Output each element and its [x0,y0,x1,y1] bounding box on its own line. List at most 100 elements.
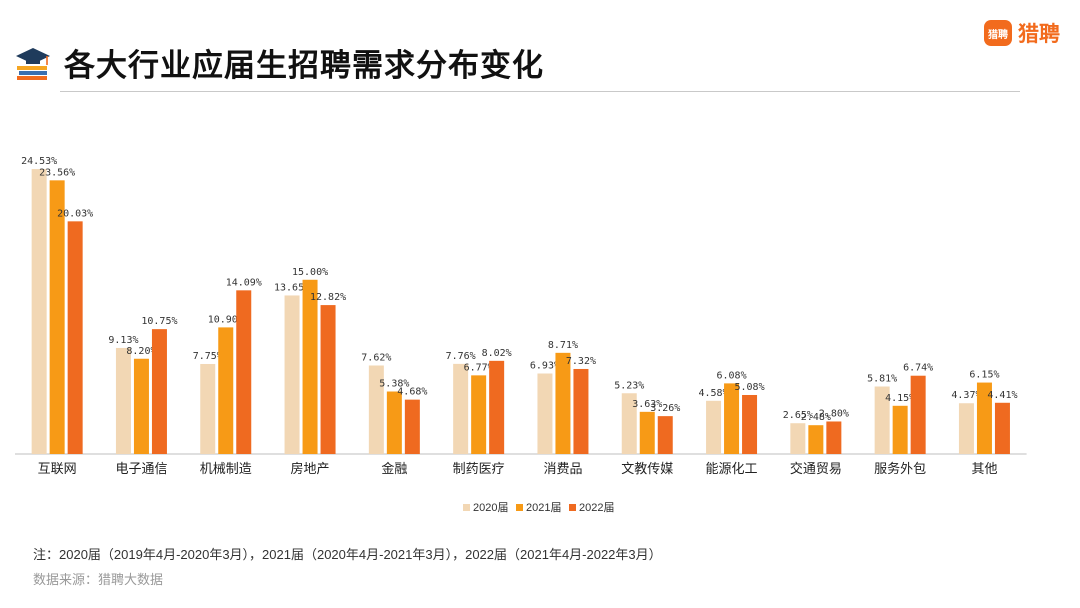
bar [976,382,992,454]
data-label: 7.32% [566,356,596,367]
data-label: 2.80% [819,408,849,419]
data-label: 10.75% [141,316,177,327]
data-label: 7.76% [446,351,476,362]
data-label: 2.65% [783,410,813,421]
graduation-cap-icon [16,48,50,80]
data-label: 6.15% [969,370,999,381]
data-label: 12.82% [310,292,346,303]
bar [49,180,65,454]
bar [958,403,974,454]
data-label: 4.58% [698,388,728,399]
data-label: 6.08% [716,370,746,381]
bar [808,425,824,454]
category-label: 文教传媒 [621,461,673,476]
brand-name: 猎聘 [1018,23,1060,46]
data-label: 4.37% [951,390,981,401]
data-label: 4.41% [987,390,1017,401]
bar [218,327,234,454]
data-source: 数据来源：猎聘大数据 [33,572,164,587]
data-label: 7.75% [193,351,223,362]
category-label: 交通贸易 [790,461,842,476]
category-label: 机械制造 [200,461,252,476]
data-label: 6.93% [530,361,560,372]
bar-chart: 24.53%23.56% 20.03% 互联网 9.13%8.20% 10.75% 电子通… [15,156,1027,514]
category-label: 能源化工 [706,461,758,476]
bar [826,421,842,454]
data-label: 24.53% [21,156,57,167]
bar [742,394,758,454]
data-label: 5.38% [379,379,409,390]
legend-swatch [569,504,576,511]
legend-label: 2022届 [579,501,614,514]
data-label: 8.20% [126,346,156,357]
bar [489,360,505,454]
legend-swatch [516,504,523,511]
bar [621,393,637,454]
bar [404,399,420,454]
title-divider [60,91,1020,92]
bar [706,400,722,454]
data-label: 7.62% [361,352,391,363]
bar [67,221,83,454]
bar [236,290,252,454]
category-label: 服务外包 [874,461,926,476]
bar [537,373,553,454]
bar [31,169,47,454]
bar [320,305,336,454]
category-label: 电子通信 [115,461,167,476]
bar [874,386,890,454]
footnote: 注：2020届（2019年4月-2020年3月），2021届（2020年4月-2… [33,547,662,562]
page-title: 各大行业应届生招聘需求分布变化 [64,48,544,83]
bar [724,383,740,454]
legend-label: 2021届 [526,501,561,514]
bar [471,375,487,454]
bar [892,405,908,454]
category-label: 金融 [381,461,407,476]
brand-badge: 猎聘 [984,20,1012,46]
data-label: 13.65% [274,282,310,293]
data-label: 8.71% [548,340,578,351]
category-label: 其他 [971,461,997,476]
data-label: 15.00% [292,267,328,278]
bar [284,295,300,454]
category-label: 制药医疗 [453,461,505,476]
data-label: 6.77% [464,362,494,373]
category-label: 互联网 [38,461,77,476]
data-label: 4.68% [397,387,427,398]
data-label: 8.02% [482,348,512,359]
legend: 2020届 2021届 2022届 [463,501,614,514]
brand-logo: 猎聘 猎聘 [984,18,1060,48]
data-label: 23.56% [39,167,75,178]
data-label: 20.03% [57,208,93,219]
data-label: 4.15% [885,393,915,404]
data-label: 5.08% [734,382,764,393]
category-label: 房地产 [291,461,330,476]
bar [790,423,806,454]
bar [573,368,589,454]
bar [133,358,149,454]
data-label: 3.26% [650,403,680,414]
data-label: 6.74% [903,363,933,374]
bar [151,329,167,454]
data-label: 5.81% [867,374,897,385]
category-label: 消费品 [543,461,582,476]
bar [453,363,469,454]
legend-label: 2020届 [473,501,508,514]
data-label: 2.48% [801,412,831,423]
bar [639,411,655,454]
bar [368,365,384,454]
data-label: 14.09% [226,277,262,288]
legend-swatch [463,504,470,511]
bar [115,347,131,454]
bar [657,416,673,454]
data-label: 10.90% [208,314,244,325]
bar [555,352,571,454]
data-label: 3.63% [632,399,662,410]
data-label: 5.23% [614,380,644,391]
bar [994,402,1010,454]
bar [910,375,926,454]
bar [200,363,216,454]
data-label: 9.13% [108,335,138,346]
bar [302,279,318,454]
bar [386,391,402,454]
